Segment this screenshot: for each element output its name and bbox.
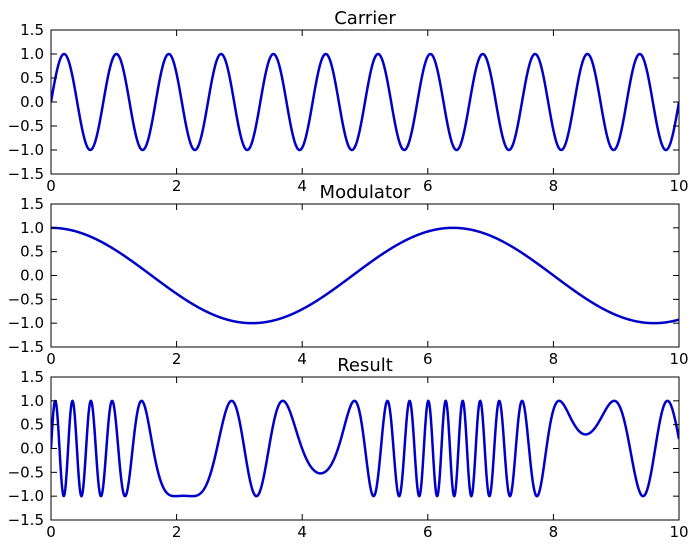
modulator-ytick-label: 1.5 xyxy=(20,195,44,213)
result-ytick-label: 1.0 xyxy=(20,392,44,410)
modulator-xtick-label: 10 xyxy=(669,350,688,368)
carrier-subplot: 0 2 4 6 8 10 −1.5 −1.0 −0.5 0.0 0.5 1.0 1.5 Carrier xyxy=(8,8,689,195)
result-ytick-label: −0.5 xyxy=(8,463,44,481)
result-ytick-label: 0.0 xyxy=(20,440,44,458)
result-xtick-label: 0 xyxy=(46,523,56,541)
carrier-xtick-label: 6 xyxy=(423,177,433,195)
result-xtick-label: 8 xyxy=(549,523,559,541)
carrier-series-line xyxy=(51,52,679,152)
modulator-ytick-label: 0.0 xyxy=(20,267,44,285)
carrier-xtick-label: 4 xyxy=(297,177,307,195)
result-ytick-label: 0.5 xyxy=(20,416,44,434)
carrier-xtick-label: 0 xyxy=(46,177,56,195)
carrier-xtick-label: 8 xyxy=(549,177,559,195)
result-xtick-label: 4 xyxy=(297,523,307,541)
modulator-subplot: 0 2 4 6 8 10 −1.5 −1.0 −0.5 0.0 0.5 1.0 1.5 Modulator xyxy=(8,182,689,368)
carrier-title: Carrier xyxy=(334,8,396,29)
result-series-line xyxy=(51,399,679,498)
carrier-xtick-label: 10 xyxy=(669,177,688,195)
modulator-ytick-label: −1.5 xyxy=(8,338,44,356)
subplots: 0 2 4 6 8 10 −1.5 −1.0 −0.5 0.0 0.5 1.0 1.5 Carrier 0 2… xyxy=(8,8,689,541)
modulator-xtick-label: 2 xyxy=(172,350,182,368)
modulator-xtick-label: 4 xyxy=(297,350,307,368)
carrier-ytick-label: −1.5 xyxy=(8,165,44,183)
modulator-title: Modulator xyxy=(320,182,411,203)
result-ytick-label: 1.5 xyxy=(20,368,44,386)
result-ytick-label: −1.5 xyxy=(8,511,44,529)
modulator-xtick-label: 0 xyxy=(46,350,56,368)
modulator-ytick-label: 0.5 xyxy=(20,243,44,261)
carrier-ytick-label: 1.0 xyxy=(20,45,44,63)
modulator-ytick-label: −0.5 xyxy=(8,290,44,308)
carrier-ytick-label: 0.5 xyxy=(20,69,44,87)
result-xtick-label: 2 xyxy=(172,523,182,541)
modulator-series-line xyxy=(51,226,679,325)
modulator-ytick-label: 1.0 xyxy=(20,219,44,237)
result-xtick-label: 10 xyxy=(669,523,688,541)
result-xtick-label: 6 xyxy=(423,523,433,541)
result-title: Result xyxy=(337,355,393,376)
carrier-ytick-label: 0.0 xyxy=(20,93,44,111)
carrier-ytick-label: −1.0 xyxy=(8,141,44,159)
carrier-ytick-label: −0.5 xyxy=(8,117,44,135)
modulator-axes-frame xyxy=(50,203,680,348)
carrier-xtick-label: 2 xyxy=(172,177,182,195)
modulator-ytick-label: −1.0 xyxy=(8,314,44,332)
modulator-xtick-label: 8 xyxy=(549,350,559,368)
modulator-xtick-label: 6 xyxy=(423,350,433,368)
result-ytick-label: −1.0 xyxy=(8,487,44,505)
carrier-ytick-label: 1.5 xyxy=(20,21,44,39)
result-subplot: 0 2 4 6 8 10 −1.5 −1.0 −0.5 0.0 0.5 1.0 1.5 Result xyxy=(8,355,689,541)
